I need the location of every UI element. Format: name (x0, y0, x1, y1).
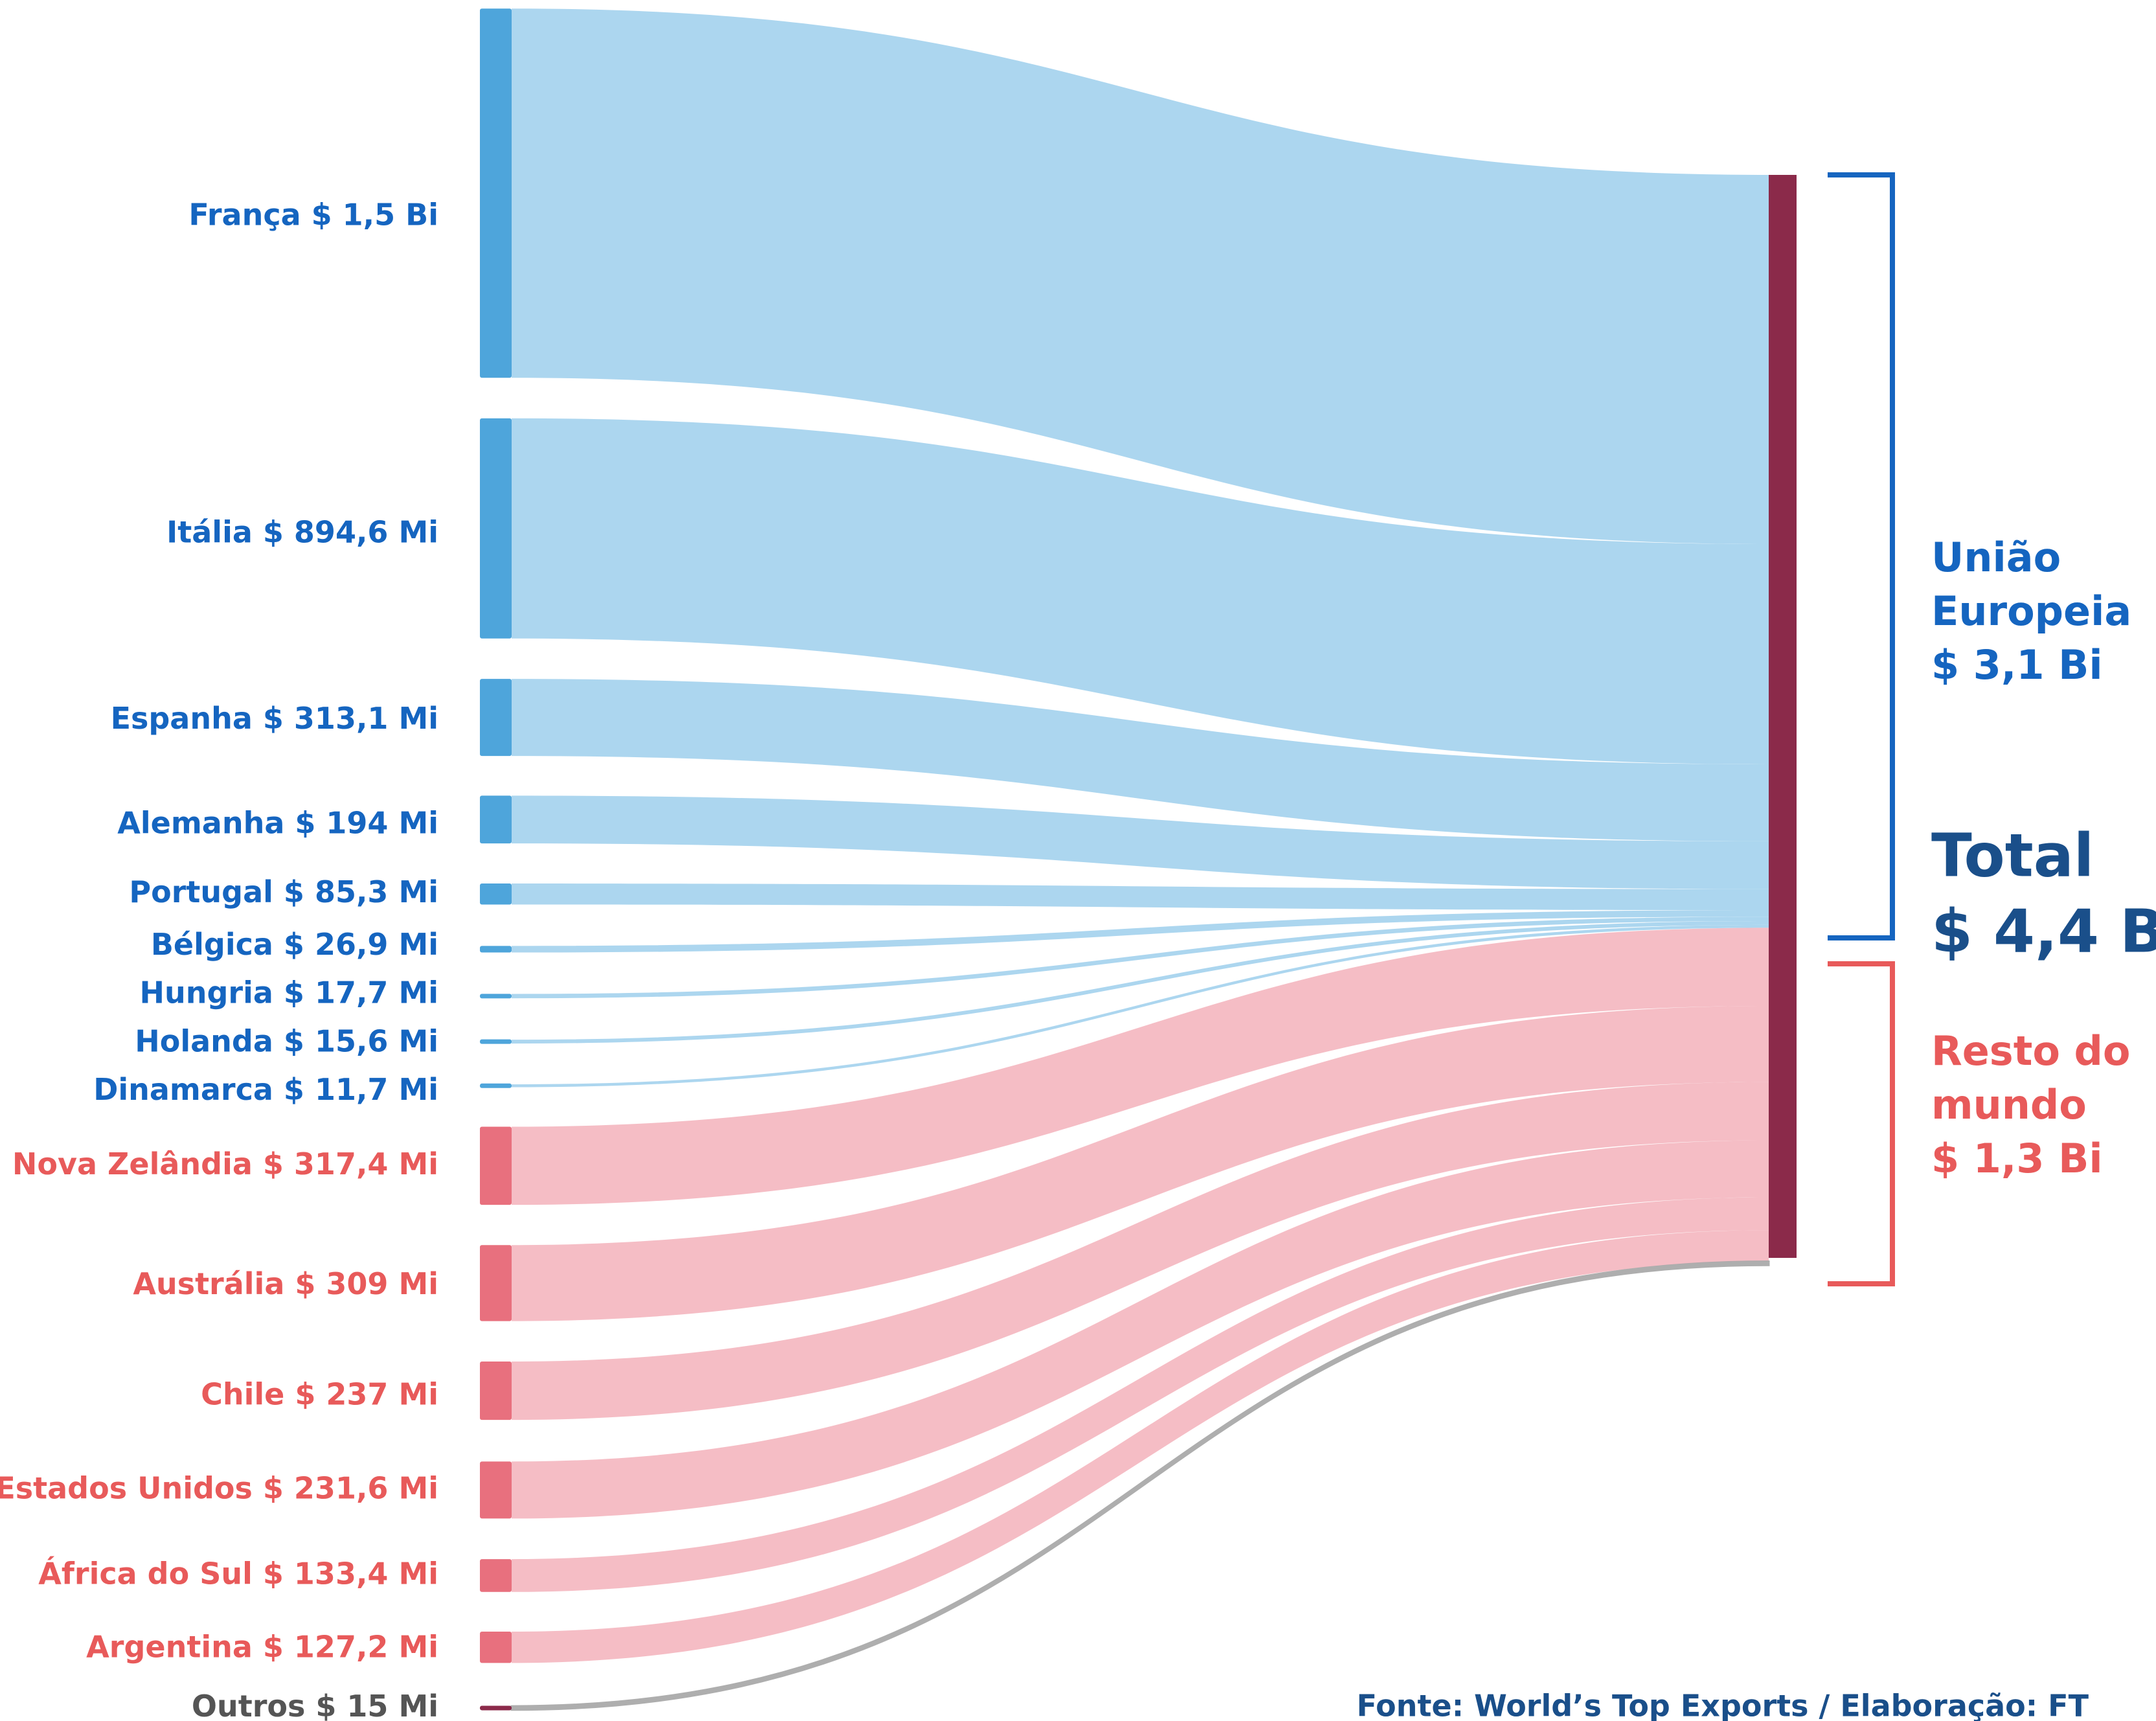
link (512, 1082, 1769, 1420)
source-name: Dinamarca (93, 1071, 273, 1106)
source-label: Outros $ 15 Mi (192, 1688, 438, 1721)
source-name: Austrália (133, 1266, 284, 1301)
link (512, 917, 1769, 999)
link (512, 1230, 1769, 1663)
total-value: $ 4,4 Bi (1931, 896, 2156, 966)
source-node (480, 1362, 512, 1420)
group-name: mundo (1931, 1081, 2087, 1128)
group-bracket (1828, 172, 1895, 940)
source-label: Alemanha $ 194 Mi (117, 805, 438, 840)
link (512, 1140, 1769, 1519)
source-node (480, 418, 512, 639)
link (512, 1005, 1769, 1321)
source-name: África do Sul (38, 1556, 253, 1591)
group-name: Europeia (1931, 587, 2131, 635)
source-node (480, 994, 512, 999)
source-node (480, 1632, 512, 1663)
source-value: $ 237 Mi (295, 1376, 438, 1411)
source-node (480, 8, 512, 378)
source-name: Argentina (86, 1629, 253, 1664)
source-value: $ 313,1 Mi (263, 700, 438, 735)
source-node (480, 1126, 512, 1205)
group-name: Resto do (1931, 1027, 2131, 1075)
source-node (480, 795, 512, 844)
source-label: França $ 1,5 Bi (188, 197, 438, 232)
source-value: $ 17,7 Mi (284, 975, 438, 1010)
source-label: Argentina $ 127,2 Mi (86, 1629, 438, 1664)
source-node (480, 1559, 512, 1592)
source-value: $ 26,9 Mi (284, 927, 438, 962)
source-name: Chile (201, 1376, 284, 1411)
link (512, 679, 1769, 841)
link (512, 1197, 1769, 1592)
source-node (480, 1461, 512, 1519)
source-label: Bélgica $ 26,9 Mi (151, 927, 438, 962)
target-node (1769, 175, 1797, 1258)
source-name: Portugal (129, 874, 273, 909)
source-name: Estados Unidos (0, 1470, 253, 1505)
source-node (480, 1245, 512, 1321)
source-name: Outros (192, 1688, 306, 1721)
source-node (480, 946, 512, 953)
source-name: Alemanha (117, 805, 284, 840)
source-node (480, 1083, 512, 1088)
link (512, 8, 1769, 544)
group-bracket (1828, 961, 1895, 1286)
source-label: Austrália $ 309 Mi (133, 1266, 438, 1301)
source-node (480, 1705, 512, 1711)
source-name: França (188, 197, 301, 232)
source-value: $ 85,3 Mi (284, 874, 438, 909)
source-note: Fonte: World’s Top Exports / Elaboração:… (1357, 1689, 2089, 1721)
source-name: Hungria (139, 975, 273, 1010)
source-name: Bélgica (151, 927, 273, 962)
source-node (480, 883, 512, 905)
source-value: $ 309 Mi (295, 1266, 438, 1301)
source-label: Hungria $ 17,7 Mi (139, 975, 438, 1010)
links (510, 8, 1770, 1711)
group-value: $ 3,1 Bi (1931, 641, 2103, 689)
source-value: $ 894,6 Mi (263, 514, 438, 549)
source-label: Estados Unidos $ 231,6 Mi (0, 1470, 438, 1505)
source-node (480, 1039, 512, 1044)
source-value: $ 231,6 Mi (263, 1470, 438, 1505)
source-label: Dinamarca $ 11,7 Mi (93, 1071, 438, 1106)
source-name: Espanha (111, 700, 253, 735)
source-name: Nova Zelândia (12, 1146, 253, 1181)
source-label: Portugal $ 85,3 Mi (129, 874, 438, 909)
link (512, 418, 1769, 764)
link (512, 910, 1769, 953)
link (510, 1260, 1770, 1711)
link (512, 883, 1769, 911)
source-name: Holanda (135, 1023, 273, 1058)
source-value: $ 15 Mi (315, 1688, 438, 1721)
source-value: $ 194 Mi (295, 805, 438, 840)
source-label: África do Sul $ 133,4 Mi (38, 1556, 438, 1591)
source-value: $ 127,2 Mi (263, 1629, 438, 1664)
source-value: $ 15,6 Mi (284, 1023, 438, 1058)
source-value: $ 1,5 Bi (312, 197, 438, 232)
source-value: $ 317,4 Mi (263, 1146, 438, 1181)
link (512, 921, 1769, 1044)
link (512, 924, 1769, 1088)
source-label: Itália $ 894,6 Mi (166, 514, 438, 549)
link (512, 795, 1769, 889)
source-value: $ 133,4 Mi (263, 1556, 438, 1591)
source-label: Nova Zelândia $ 317,4 Mi (12, 1146, 438, 1181)
group-name: União (1931, 534, 2061, 581)
source-label: Chile $ 237 Mi (201, 1376, 438, 1411)
link (512, 928, 1769, 1205)
source-node (480, 679, 512, 757)
source-label: Holanda $ 15,6 Mi (135, 1023, 438, 1058)
source-value: $ 11,7 Mi (284, 1071, 438, 1106)
source-name: Itália (166, 514, 253, 549)
group-value: $ 1,3 Bi (1931, 1135, 2103, 1182)
total-name: Total (1931, 821, 2094, 890)
source-label: Espanha $ 313,1 Mi (111, 700, 438, 735)
